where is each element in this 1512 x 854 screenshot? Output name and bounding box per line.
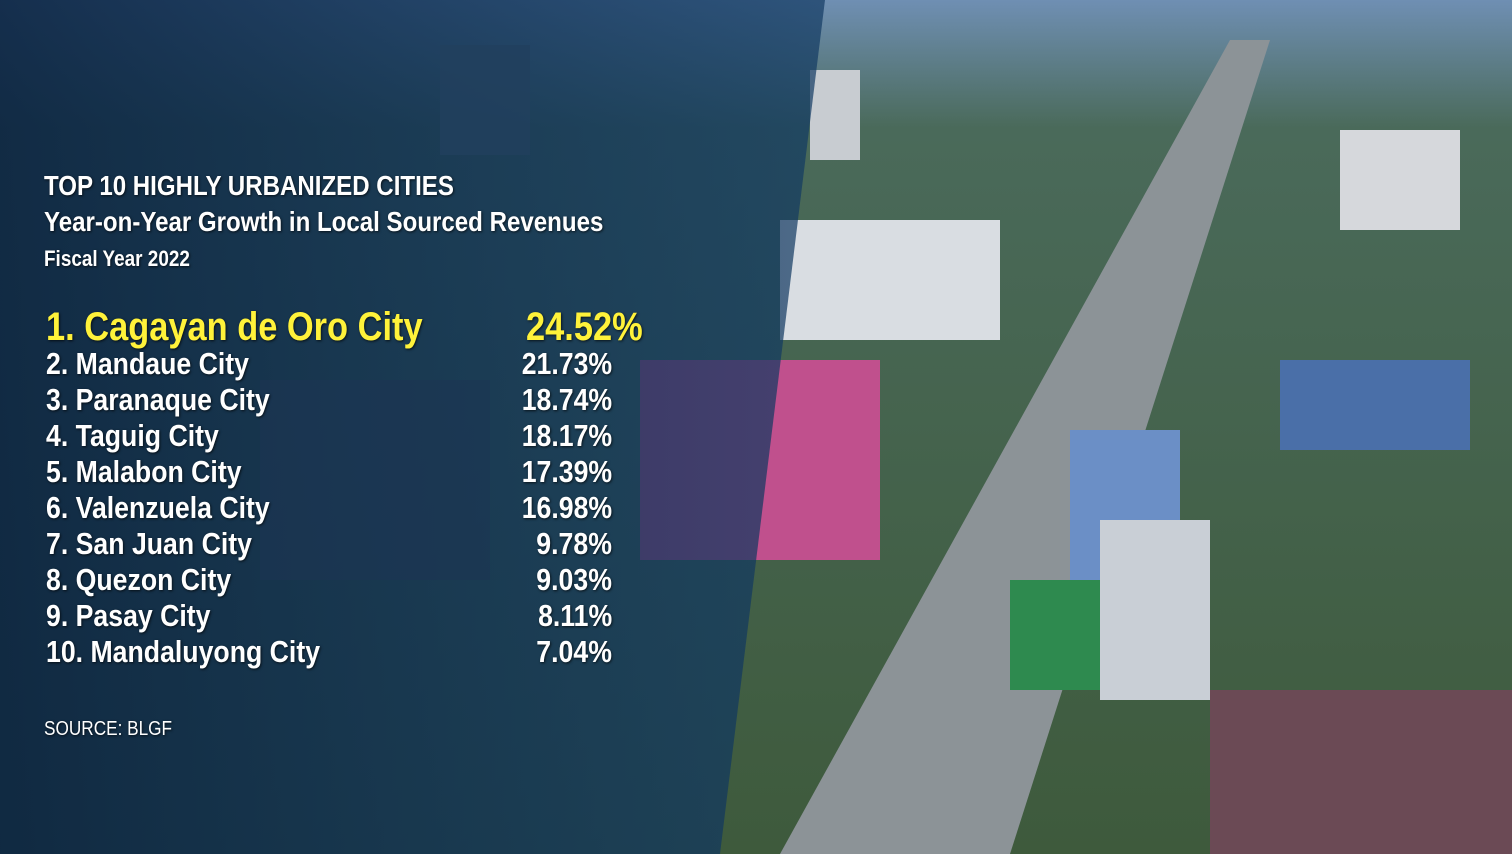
subtitle: Year-on-Year Growth in Local Sourced Rev… [44,206,604,237]
growth-value: 18.17% [521,418,612,453]
city-name: 8. Quezon City [46,562,232,597]
city-name: 3. Paranaque City [46,382,270,417]
city-name: 10. Mandaluyong City [46,634,321,669]
city-name: 9. Pasay City [46,598,211,633]
source: SOURCE: BLGF [44,718,173,740]
city-name: 1. Cagayan de Oro City [46,305,423,349]
city-name: 4. Taguig City [46,418,219,453]
growth-value: 17.39% [521,454,612,489]
growth-value: 8.11% [537,598,612,633]
growth-value: 18.74% [521,382,612,417]
title: TOP 10 HIGHLY URBANIZED CITIES [44,170,454,201]
city-name: 6. Valenzuela City [46,490,270,525]
growth-value: 9.78% [536,526,612,561]
growth-value: 24.52% [526,305,643,349]
city-name: 2. Mandaue City [46,346,249,381]
period: Fiscal Year 2022 [44,246,190,271]
growth-value: 9.03% [536,562,612,597]
growth-value: 7.04% [536,634,612,669]
city-name: 7. San Juan City [46,526,252,561]
growth-value: 16.98% [521,490,612,525]
growth-value: 21.73% [521,346,612,381]
city-name: 5. Malabon City [46,454,242,489]
